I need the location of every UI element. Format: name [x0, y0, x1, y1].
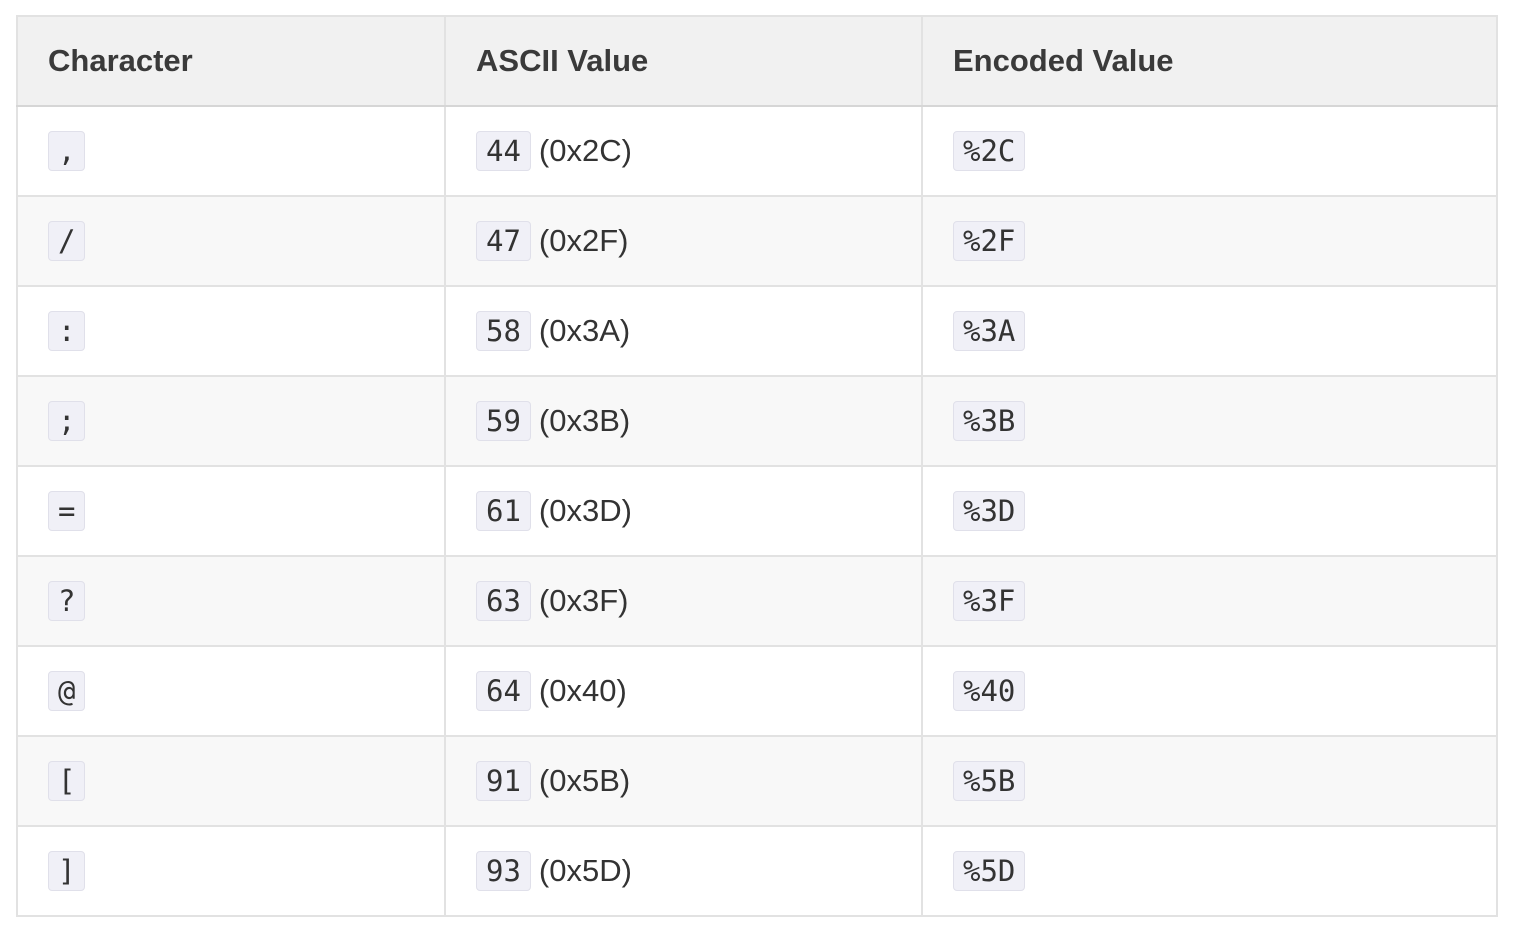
character-cell: [ — [16, 735, 446, 827]
ascii-hex-text: (0x5B) — [538, 763, 631, 798]
ascii-cell: 91 (0x5B) — [444, 735, 923, 827]
ascii-cell: 64 (0x40) — [444, 645, 923, 737]
character-code: @ — [48, 671, 86, 711]
encoded-cell: %40 — [921, 645, 1498, 737]
encoded-cell: %5B — [921, 735, 1498, 827]
ascii-decimal-code: 63 — [476, 581, 531, 621]
character-code: , — [48, 131, 86, 171]
ascii-cell: 47 (0x2F) — [444, 195, 923, 287]
encoding-table-container: Character ASCII Value Encoded Value , 44… — [16, 15, 1498, 917]
ascii-hex-text: (0x40) — [538, 673, 627, 708]
character-code: = — [48, 491, 86, 531]
character-code: ] — [48, 851, 86, 891]
column-header-character: Character — [16, 15, 446, 107]
table-row: ] 93 (0x5D) %5D — [16, 825, 1498, 917]
ascii-cell: 63 (0x3F) — [444, 555, 923, 647]
character-cell: / — [16, 195, 446, 287]
ascii-decimal-code: 58 — [476, 311, 531, 351]
ascii-cell: 93 (0x5D) — [444, 825, 923, 917]
header-row: Character ASCII Value Encoded Value — [16, 15, 1498, 107]
column-header-encoded-value: Encoded Value — [921, 15, 1498, 107]
encoded-cell: %2C — [921, 105, 1498, 197]
character-cell: ? — [16, 555, 446, 647]
encoded-code: %2C — [953, 131, 1026, 171]
ascii-cell: 59 (0x3B) — [444, 375, 923, 467]
encoded-cell: %3D — [921, 465, 1498, 557]
encoded-cell: %3B — [921, 375, 1498, 467]
ascii-cell: 61 (0x3D) — [444, 465, 923, 557]
encoded-code: %2F — [953, 221, 1026, 261]
character-code: [ — [48, 761, 86, 801]
table-row: = 61 (0x3D) %3D — [16, 465, 1498, 557]
character-code: / — [48, 221, 86, 261]
encoded-cell: %5D — [921, 825, 1498, 917]
encoded-code: %3D — [953, 491, 1026, 531]
character-cell: ; — [16, 375, 446, 467]
encoded-code: %5D — [953, 851, 1026, 891]
ascii-hex-text: (0x3F) — [538, 583, 629, 618]
table-row: ? 63 (0x3F) %3F — [16, 555, 1498, 647]
table-body: , 44 (0x2C) %2C / 47 (0x2F) %2F : 58 (0x3A)… — [16, 105, 1498, 917]
character-code: ? — [48, 581, 86, 621]
character-code: ; — [48, 401, 86, 441]
table-row: : 58 (0x3A) %3A — [16, 285, 1498, 377]
character-cell: : — [16, 285, 446, 377]
ascii-hex-text: (0x3B) — [538, 403, 631, 438]
ascii-hex-text: (0x5D) — [538, 853, 632, 888]
table-row: / 47 (0x2F) %2F — [16, 195, 1498, 287]
column-header-ascii-value: ASCII Value — [444, 15, 923, 107]
ascii-hex-text: (0x3D) — [538, 493, 632, 528]
character-cell: @ — [16, 645, 446, 737]
ascii-decimal-code: 59 — [476, 401, 531, 441]
character-cell: , — [16, 105, 446, 197]
ascii-decimal-code: 64 — [476, 671, 531, 711]
url-encoding-table: Character ASCII Value Encoded Value , 44… — [16, 15, 1498, 917]
character-cell: = — [16, 465, 446, 557]
table-row: , 44 (0x2C) %2C — [16, 105, 1498, 197]
encoded-code: %3A — [953, 311, 1026, 351]
encoded-cell: %3A — [921, 285, 1498, 377]
encoded-cell: %2F — [921, 195, 1498, 287]
character-cell: ] — [16, 825, 446, 917]
character-code: : — [48, 311, 86, 351]
table-row: [ 91 (0x5B) %5B — [16, 735, 1498, 827]
ascii-decimal-code: 44 — [476, 131, 531, 171]
encoded-cell: %3F — [921, 555, 1498, 647]
ascii-hex-text: (0x2C) — [538, 133, 632, 168]
ascii-cell: 58 (0x3A) — [444, 285, 923, 377]
table-row: @ 64 (0x40) %40 — [16, 645, 1498, 737]
encoded-code: %3B — [953, 401, 1026, 441]
ascii-decimal-code: 91 — [476, 761, 531, 801]
table-header: Character ASCII Value Encoded Value — [16, 15, 1498, 107]
ascii-decimal-code: 61 — [476, 491, 531, 531]
ascii-hex-text: (0x3A) — [538, 313, 631, 348]
table-row: ; 59 (0x3B) %3B — [16, 375, 1498, 467]
ascii-cell: 44 (0x2C) — [444, 105, 923, 197]
ascii-hex-text: (0x2F) — [538, 223, 629, 258]
encoded-code: %40 — [953, 671, 1026, 711]
ascii-decimal-code: 93 — [476, 851, 531, 891]
encoded-code: %3F — [953, 581, 1026, 621]
encoded-code: %5B — [953, 761, 1026, 801]
ascii-decimal-code: 47 — [476, 221, 531, 261]
